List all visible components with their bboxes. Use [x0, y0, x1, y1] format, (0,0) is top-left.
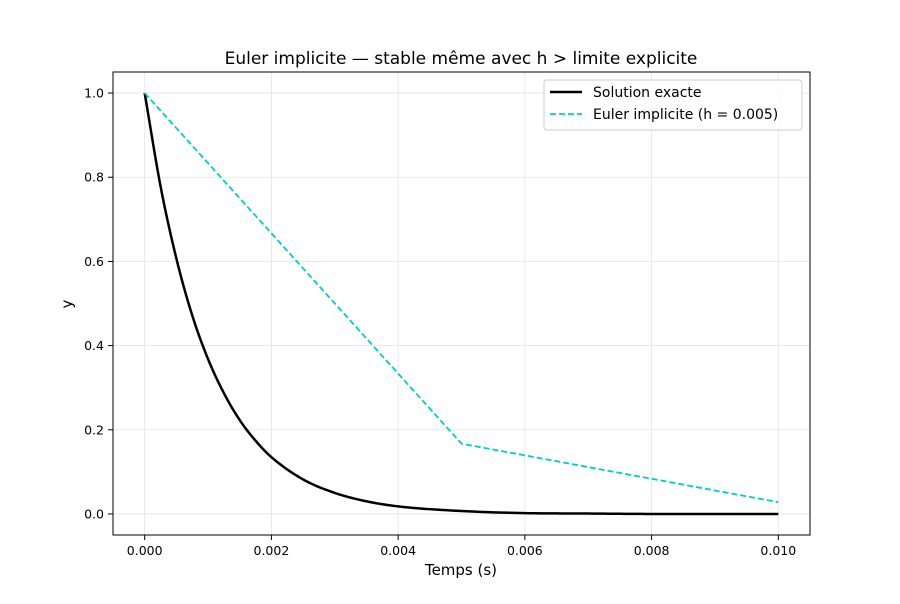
legend-label-implicit: Euler implicite (h = 0.005): [593, 107, 778, 123]
x-tick-label: 0.000: [127, 543, 163, 558]
series-line-implicit: [144, 92, 779, 504]
y-tick-label: 0.0: [84, 506, 104, 521]
y-axis-label: y: [58, 299, 76, 308]
x-tick-label: 0.006: [507, 543, 543, 558]
legend: Solution exacte Euler implicite (h = 0.0…: [543, 79, 803, 131]
legend-label-exact: Solution exacte: [593, 85, 702, 101]
series-line-exact: [143, 92, 779, 516]
x-axis-label: Temps (s): [424, 561, 497, 579]
y-tick-label: 0.4: [84, 338, 104, 353]
y-tick-label: 0.6: [84, 254, 104, 269]
y-tick-label: 0.8: [84, 170, 104, 185]
grid: [113, 72, 810, 535]
chart-title: Euler implicite — stable même avec h > l…: [225, 49, 698, 69]
x-tick-label: 0.002: [254, 543, 290, 558]
x-tick-label: 0.010: [760, 543, 796, 558]
y-tick-label: 0.2: [84, 422, 104, 437]
series-layer: [143, 92, 779, 516]
legend-box: [543, 79, 803, 131]
plot-frame: [112, 71, 811, 536]
y-axis: 0.0 0.2 0.4 0.6 0.8 1.0: [84, 86, 113, 521]
y-tick-label: 1.0: [84, 86, 104, 101]
x-tick-label: 0.004: [380, 543, 416, 558]
x-tick-label: 0.008: [634, 543, 670, 558]
x-axis: 0.000 0.002 0.004 0.006 0.008 0.010: [127, 535, 796, 558]
